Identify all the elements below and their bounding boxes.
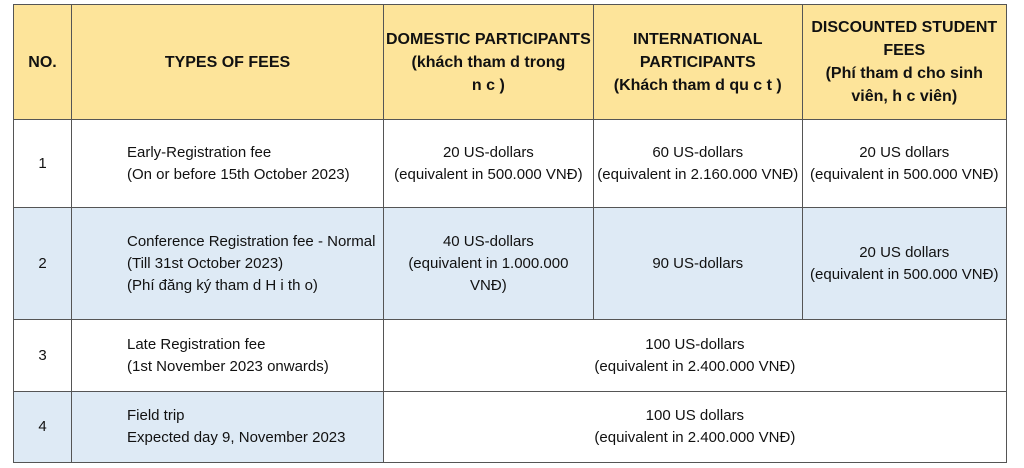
header-domestic: DOMESTIC PARTICIPANTS (khách tham d tron…	[383, 4, 594, 120]
fees-table: NO. TYPES OF FEES DOMESTIC PARTICIPANTS …	[13, 4, 1007, 463]
table-row: 1 Early-Registration fee (On or before 1…	[13, 119, 1007, 208]
row-number: 3	[13, 319, 72, 392]
header-international: INTERNATIONAL PARTICIPANTS (Khách tham d…	[592, 4, 803, 120]
row-number: 4	[13, 391, 72, 463]
row-number: 2	[13, 207, 72, 320]
header-no: NO.	[13, 4, 72, 120]
merged-fee: 100 US-dollars (equivalent in 2.400.000 …	[383, 319, 1007, 392]
student-fee: 20 US dollars (equivalent in 500.000 VNĐ…	[801, 207, 1007, 320]
international-fee: 90 US-dollars	[592, 207, 803, 320]
table-row: 4 Field trip Expected day 9, November 20…	[13, 391, 1007, 463]
fee-type: Late Registration fee (1st November 2023…	[71, 319, 384, 392]
international-fee: 60 US-dollars (equivalent in 2.160.000 V…	[592, 119, 803, 208]
domestic-fee: 40 US-dollars (equivalent in 1.000.000 V…	[383, 207, 594, 320]
header-types: TYPES OF FEES	[71, 4, 384, 120]
header-student: DISCOUNTED STUDENT FEES (Phí tham d cho …	[801, 4, 1007, 120]
row-number: 1	[13, 119, 72, 208]
fee-type: Conference Registration fee - Normal (Ti…	[71, 207, 384, 320]
fee-type: Field trip Expected day 9, November 2023	[71, 391, 384, 463]
table-row: 2 Conference Registration fee - Normal (…	[13, 207, 1007, 320]
merged-fee: 100 US dollars (equivalent in 2.400.000 …	[383, 391, 1007, 463]
table-row: 3 Late Registration fee (1st November 20…	[13, 319, 1007, 392]
domestic-fee: 20 US-dollars (equivalent in 500.000 VNĐ…	[383, 119, 594, 208]
header-row: NO. TYPES OF FEES DOMESTIC PARTICIPANTS …	[13, 4, 1007, 120]
fee-type: Early-Registration fee (On or before 15t…	[71, 119, 384, 208]
student-fee: 20 US dollars (equivalent in 500.000 VNĐ…	[801, 119, 1007, 208]
